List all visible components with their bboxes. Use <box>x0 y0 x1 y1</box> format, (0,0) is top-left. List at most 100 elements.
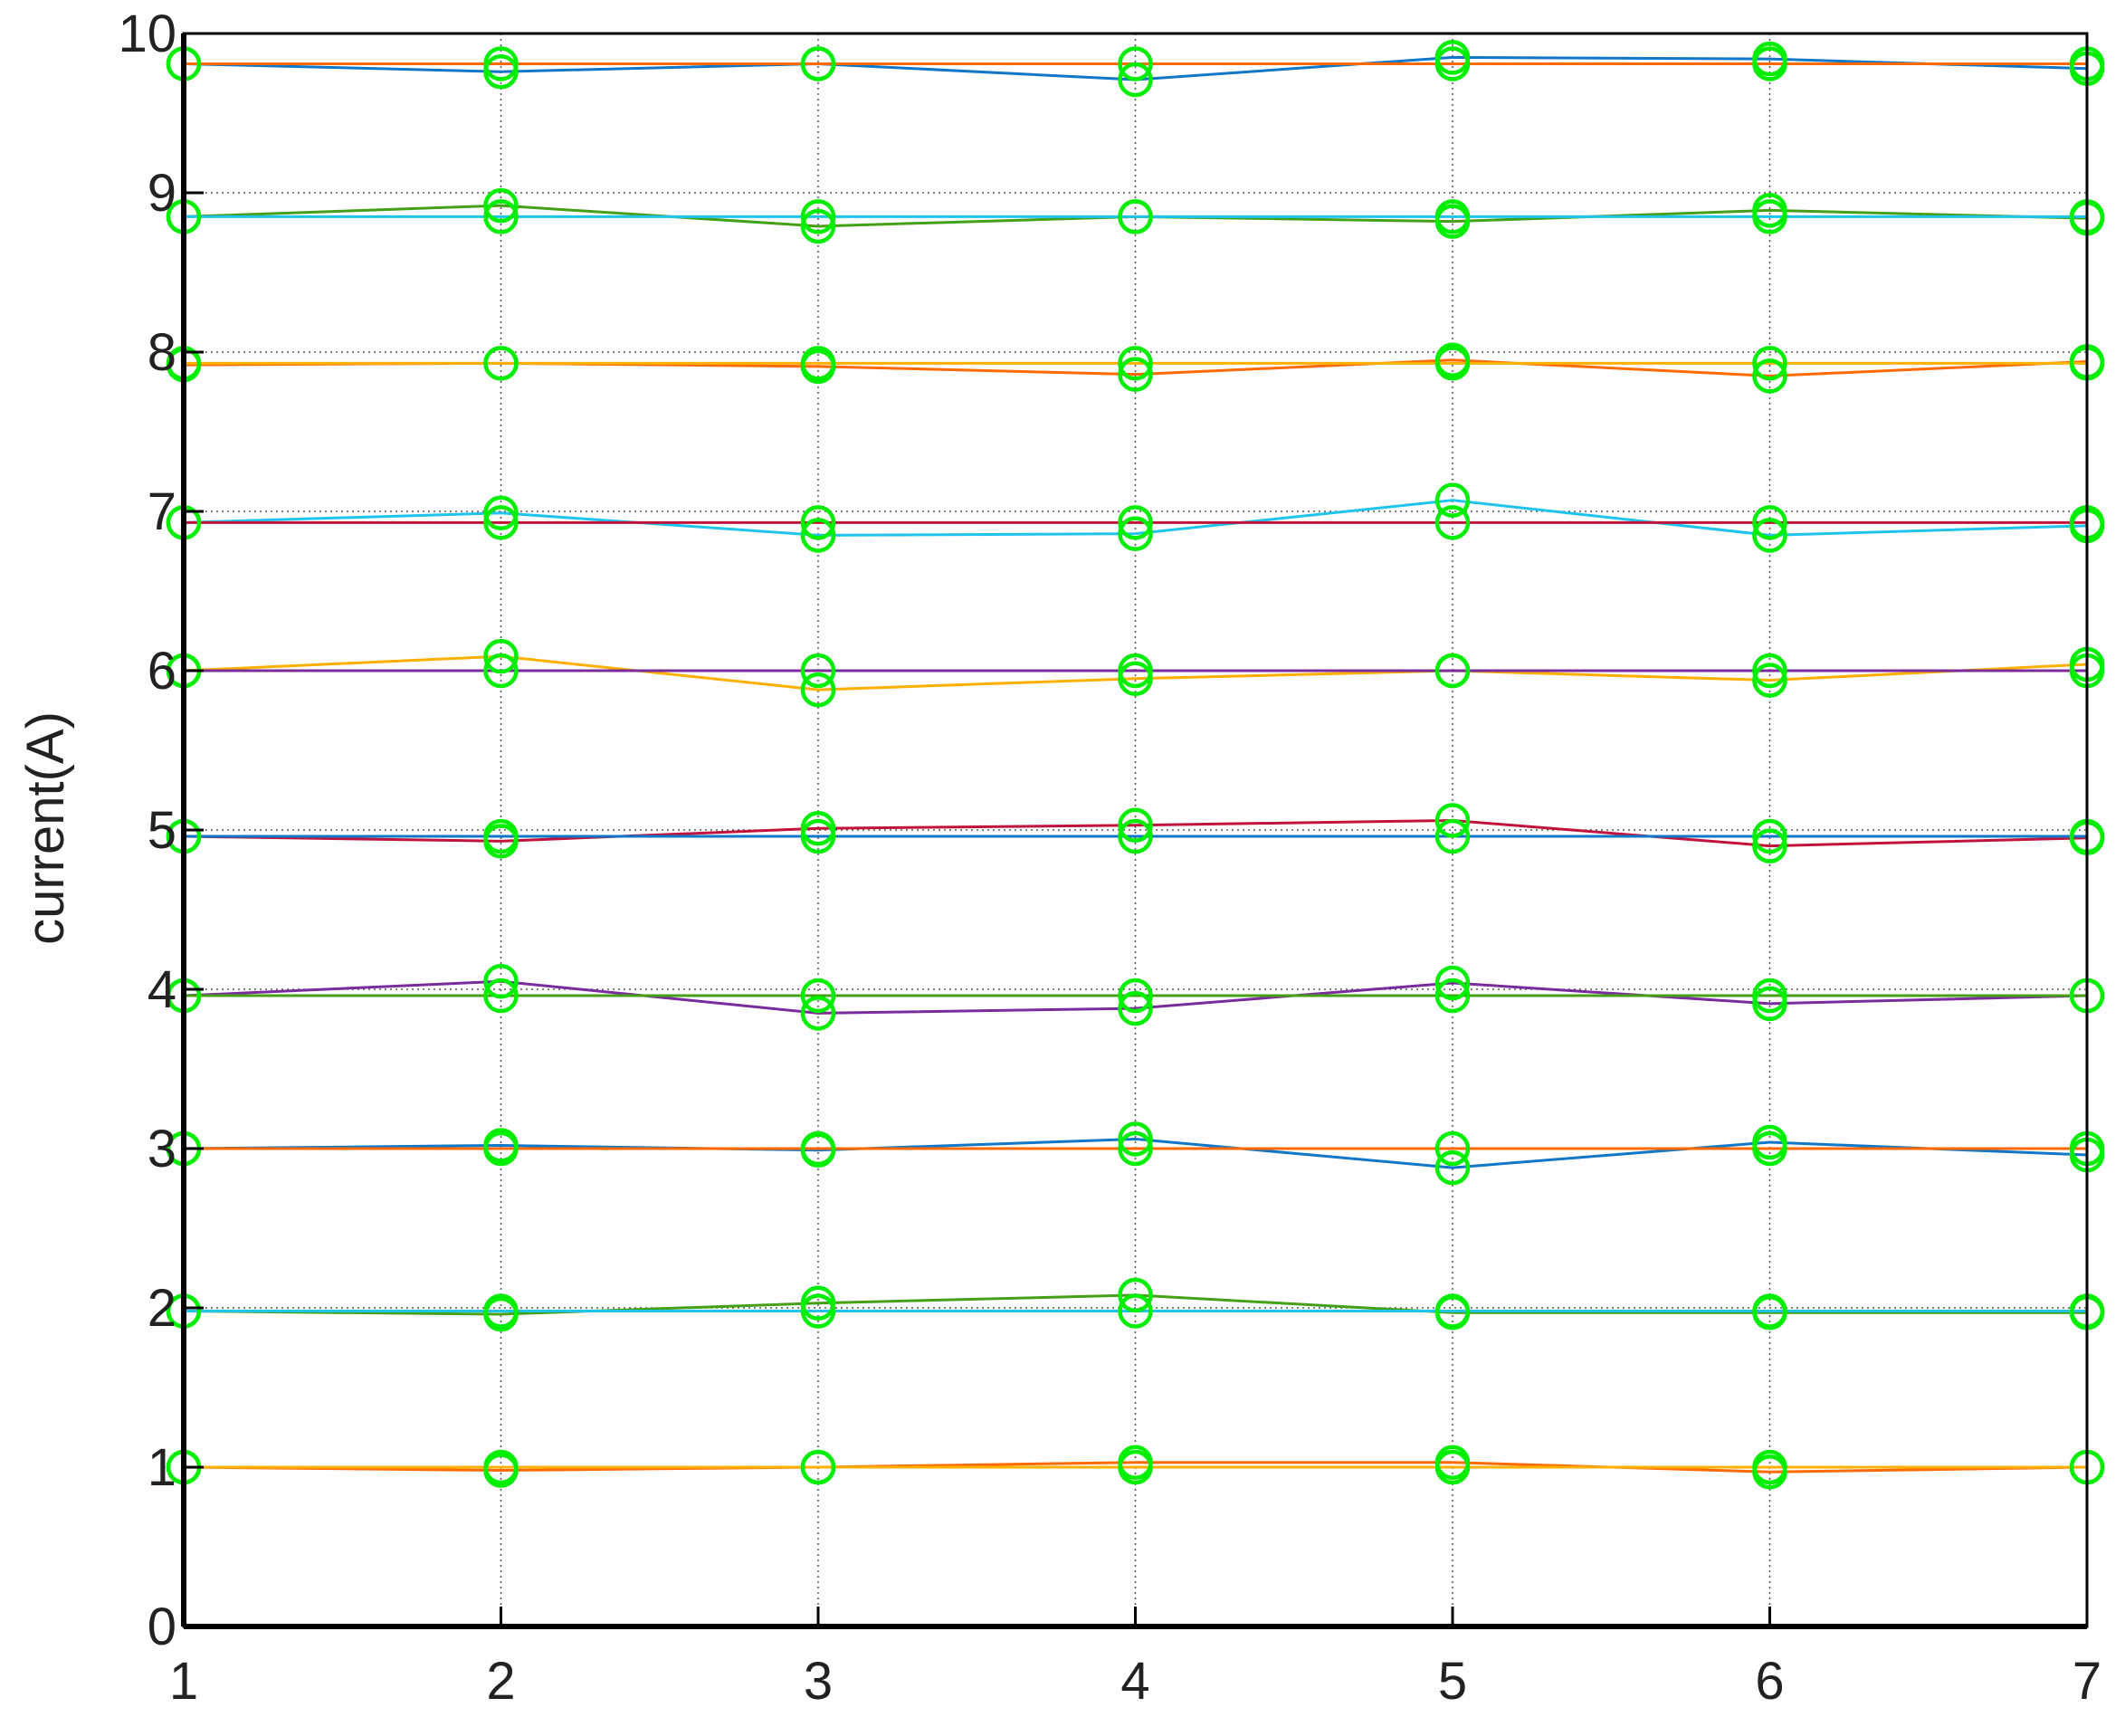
y-tick-label: 6 <box>148 642 176 701</box>
data-point-marker <box>800 46 836 81</box>
data-point-marker <box>483 638 519 674</box>
data-point-marker <box>1434 965 1471 1001</box>
data-point-marker <box>483 46 519 81</box>
x-tick-label: 1 <box>169 1652 198 1711</box>
data-point-marker <box>1118 1121 1153 1157</box>
data-point-marker <box>800 978 836 1014</box>
data-point-marker <box>1752 346 1787 381</box>
y-axis-label: current(A) <box>16 711 75 945</box>
data-point-marker <box>1118 516 1153 551</box>
y-tick-label: 1 <box>148 1438 176 1497</box>
data-point-marker <box>1752 46 1787 81</box>
data-point-marker <box>1752 518 1787 553</box>
data-point-marker <box>1434 482 1471 518</box>
data-point-marker <box>483 199 519 234</box>
data-point-marker <box>800 1293 836 1329</box>
data-point-marker <box>1752 358 1787 394</box>
data-point-marker <box>1118 1293 1153 1329</box>
data-point-marker <box>1752 663 1787 698</box>
data-point-marker <box>1118 199 1153 234</box>
y-tick-label: 0 <box>148 1598 176 1656</box>
grid-layer <box>184 33 2087 1626</box>
data-point-marker <box>1434 818 1471 854</box>
series-line-9 <box>183 818 2088 848</box>
data-point-marker <box>800 653 836 689</box>
data-point-marker <box>1118 818 1153 854</box>
data-point-marker <box>483 963 519 999</box>
x-tick-label: 3 <box>804 1652 833 1711</box>
data-point-marker <box>800 505 836 540</box>
x-tick-label: 6 <box>1755 1652 1784 1711</box>
y-tick-label: 3 <box>148 1120 176 1178</box>
x-tick-label: 7 <box>2073 1652 2101 1711</box>
series-line-13 <box>183 499 2088 537</box>
data-point-marker <box>1434 505 1471 540</box>
data-point-marker <box>1434 803 1471 838</box>
data-point-marker <box>1434 1293 1471 1329</box>
series-line-7 <box>183 979 2088 1015</box>
data-point-marker <box>483 978 519 1014</box>
data-point-marker <box>483 495 519 531</box>
data-point-marker <box>483 187 519 224</box>
y-tick-label: 7 <box>148 482 176 541</box>
data-point-marker <box>1118 807 1153 843</box>
data-point-marker <box>1118 357 1153 392</box>
marker-layer <box>166 40 2105 1490</box>
data-point-marker <box>1434 346 1471 381</box>
data-point-marker <box>800 1130 836 1167</box>
data-point-marker <box>1118 505 1153 540</box>
data-point-marker <box>483 346 519 381</box>
y-tick-label: 10 <box>118 5 176 63</box>
data-point-marker <box>1434 46 1471 81</box>
series-line-5 <box>183 1137 2088 1169</box>
data-point-marker <box>1118 653 1153 689</box>
data-point-marker <box>800 346 836 381</box>
data-point-marker <box>483 653 519 689</box>
data-point-marker <box>1118 46 1153 81</box>
data-point-marker <box>1752 199 1787 234</box>
data-point-marker <box>1434 1149 1471 1186</box>
y-tick-label: 4 <box>148 960 176 1019</box>
data-point-marker <box>800 1449 836 1485</box>
data-point-marker <box>1118 62 1153 98</box>
data-point-marker <box>1118 1130 1153 1167</box>
data-point-marker <box>1752 818 1787 854</box>
data-point-marker <box>1118 1449 1153 1485</box>
data-point-marker <box>1118 346 1153 381</box>
x-tick-label: 4 <box>1120 1652 1149 1711</box>
data-point-marker <box>1752 828 1787 863</box>
data-point-marker <box>800 996 836 1031</box>
data-point-marker <box>1434 199 1471 234</box>
data-point-marker <box>483 1130 519 1167</box>
data-point-marker <box>800 199 836 234</box>
y-tick-label: 5 <box>148 801 176 860</box>
data-point-marker <box>483 1449 519 1485</box>
data-point-marker <box>1752 1449 1787 1485</box>
data-point-marker <box>1118 978 1153 1014</box>
series-line-1 <box>183 1461 2088 1474</box>
data-point-marker <box>1434 1449 1471 1485</box>
data-point-marker <box>1434 653 1471 689</box>
data-point-marker <box>1752 653 1787 689</box>
data-point-marker <box>483 505 519 540</box>
data-point-marker <box>1752 1293 1787 1329</box>
x-tick-label: 2 <box>486 1652 515 1711</box>
y-tick-label: 9 <box>148 164 176 223</box>
data-point-marker <box>800 818 836 854</box>
data-point-marker <box>1434 1130 1471 1167</box>
data-point-marker <box>1118 990 1153 1026</box>
data-point-marker <box>1752 978 1787 1014</box>
data-point-marker <box>800 518 836 553</box>
data-point-marker <box>483 818 519 854</box>
label-layer: current(A) <box>16 711 75 945</box>
data-point-marker <box>1434 978 1471 1014</box>
x-tick-label: 5 <box>1438 1652 1467 1711</box>
y-tick-label: 2 <box>148 1279 176 1338</box>
data-point-marker <box>800 208 836 244</box>
series-layer <box>183 55 2088 1474</box>
y-tick-label: 8 <box>148 323 176 382</box>
data-point-marker <box>1752 505 1787 540</box>
data-point-marker <box>1118 1277 1153 1313</box>
